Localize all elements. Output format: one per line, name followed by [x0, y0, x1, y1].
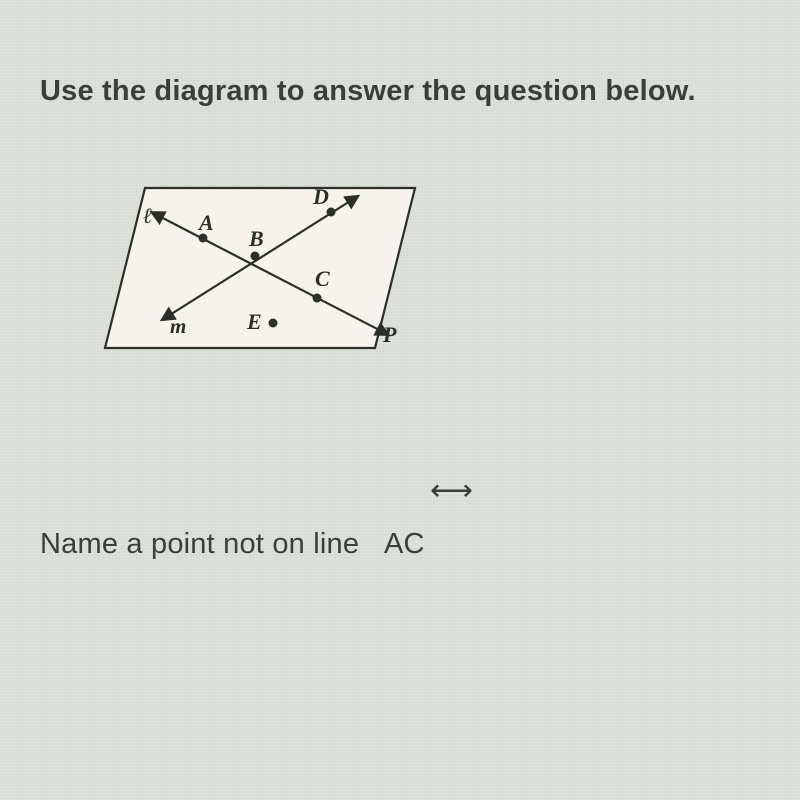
diagram-svg: A B C D Eℓ m P — [85, 168, 455, 388]
svg-text:C: C — [315, 266, 330, 291]
line-arrow-symbol: ⟷ — [430, 473, 760, 508]
svg-text:E: E — [246, 309, 262, 334]
svg-text:P: P — [382, 322, 397, 347]
instruction-text: Use the diagram to answer the question b… — [40, 75, 760, 108]
svg-text:D: D — [312, 184, 329, 209]
svg-text:m: m — [170, 314, 186, 338]
question-line-name: AC — [384, 528, 425, 560]
geometry-diagram: A B C D Eℓ m P — [85, 168, 760, 393]
svg-text:A: A — [197, 210, 214, 235]
question-prefix: Name a point not on line — [40, 528, 359, 560]
svg-text:ℓ: ℓ — [143, 203, 152, 228]
svg-text:B: B — [248, 226, 264, 251]
question-text: Name a point not on line AC — [40, 528, 760, 561]
